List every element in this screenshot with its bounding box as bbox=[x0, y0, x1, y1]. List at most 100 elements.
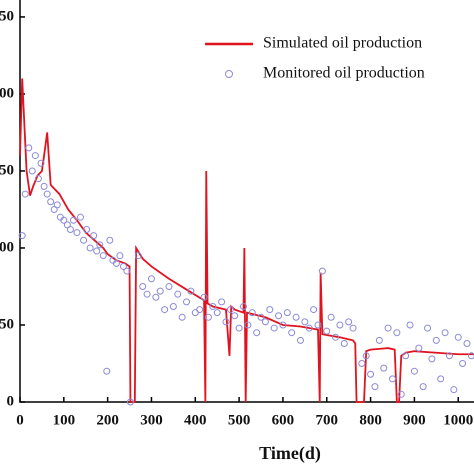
monitored-point bbox=[213, 309, 221, 317]
monitored-point bbox=[143, 290, 151, 298]
monitored-point bbox=[200, 293, 208, 301]
monitored-point bbox=[388, 375, 396, 383]
monitored-point bbox=[139, 282, 147, 290]
monitored-point bbox=[296, 336, 304, 344]
x-tick-label: 900 bbox=[403, 412, 426, 428]
monitored-point bbox=[314, 321, 322, 329]
monitored-point bbox=[53, 201, 61, 209]
monitored-point bbox=[424, 324, 432, 332]
monitored-point bbox=[165, 282, 173, 290]
monitored-point bbox=[126, 398, 134, 406]
monitored-point bbox=[235, 324, 243, 332]
x-tick-label: 300 bbox=[140, 412, 163, 428]
monitored-point bbox=[231, 312, 239, 320]
monitored-point bbox=[253, 329, 261, 337]
monitored-point bbox=[196, 306, 204, 314]
monitored-point bbox=[99, 252, 107, 260]
monitored-point bbox=[393, 329, 401, 337]
monitored-point bbox=[310, 306, 318, 314]
monitored-point bbox=[34, 175, 42, 183]
monitored-point bbox=[261, 318, 269, 326]
monitored-point bbox=[305, 324, 313, 332]
monitored-point bbox=[327, 313, 335, 321]
monitored-point bbox=[169, 303, 177, 311]
monitored-point bbox=[332, 333, 340, 341]
monitored-point bbox=[244, 321, 252, 329]
monitored-point bbox=[441, 329, 449, 337]
monitored-point bbox=[432, 336, 440, 344]
monitored-point bbox=[279, 321, 287, 329]
monitored-point bbox=[204, 313, 212, 321]
monitored-point bbox=[415, 344, 423, 352]
legend-label: Simulated oil production bbox=[263, 35, 422, 52]
monitored-point bbox=[239, 303, 247, 311]
monitored-point bbox=[283, 309, 291, 317]
monitored-point bbox=[419, 383, 427, 391]
monitored-point bbox=[301, 318, 309, 326]
monitored-point bbox=[106, 236, 114, 244]
y-tick-label: 250 bbox=[0, 8, 14, 24]
monitored-point bbox=[384, 324, 392, 332]
monitored-point bbox=[340, 339, 348, 347]
x-tick-label: 400 bbox=[184, 412, 207, 428]
monitored-point bbox=[83, 225, 91, 233]
y-tick-label: 100 bbox=[0, 239, 14, 255]
monitored-point bbox=[454, 333, 462, 341]
monitored-point bbox=[90, 232, 98, 240]
x-axis-label: Time(d) bbox=[259, 443, 321, 464]
legend-marker bbox=[225, 70, 233, 78]
monitored-point bbox=[60, 216, 68, 224]
monitored-point bbox=[292, 313, 300, 321]
monitored-point bbox=[40, 182, 48, 190]
monitored-point bbox=[275, 312, 283, 320]
monitored-point bbox=[66, 225, 74, 233]
y-tick-label: 150 bbox=[0, 162, 14, 178]
monitored-point bbox=[183, 298, 191, 306]
monitored-point bbox=[218, 298, 226, 306]
monitored-point bbox=[463, 339, 471, 347]
monitored-point bbox=[112, 259, 120, 267]
monitored-point bbox=[397, 390, 405, 398]
monitored-point bbox=[410, 367, 418, 375]
monitored-point bbox=[209, 303, 217, 311]
monitored-point bbox=[375, 336, 383, 344]
monitored-point bbox=[345, 318, 353, 326]
monitored-point bbox=[76, 213, 84, 221]
x-tick-label: 800 bbox=[359, 412, 382, 428]
x-tick-label: 600 bbox=[272, 412, 295, 428]
monitored-point bbox=[226, 306, 234, 314]
monitored-point bbox=[270, 324, 278, 332]
plot-frame bbox=[19, 0, 474, 403]
monitored-point bbox=[323, 327, 331, 335]
simulated-line bbox=[19, 78, 474, 403]
monitored-point bbox=[80, 236, 88, 244]
monitored-point bbox=[73, 229, 81, 237]
monitored-point bbox=[43, 190, 51, 198]
monitored-point bbox=[86, 244, 94, 252]
monitored-point bbox=[450, 386, 458, 394]
monitored-point bbox=[288, 329, 296, 337]
x-tick-label: 700 bbox=[316, 412, 339, 428]
monitored-point bbox=[147, 275, 155, 283]
monitored-point bbox=[191, 309, 199, 317]
monitored-point bbox=[187, 287, 195, 295]
monitored-point bbox=[358, 359, 366, 367]
monitored-point bbox=[349, 324, 357, 332]
monitored-point bbox=[318, 267, 326, 275]
monitored-point bbox=[152, 293, 160, 301]
monitored-point bbox=[336, 321, 344, 329]
monitored-point bbox=[93, 247, 101, 255]
monitored-point bbox=[367, 370, 375, 378]
monitored-point bbox=[103, 367, 111, 375]
monitored-point bbox=[21, 190, 29, 198]
monitored-point bbox=[380, 364, 388, 372]
monitored-point bbox=[123, 267, 131, 275]
monitored-point bbox=[18, 232, 26, 240]
x-tick-label: 200 bbox=[96, 412, 119, 428]
x-tick-label: 0 bbox=[16, 412, 24, 428]
monitored-point bbox=[467, 352, 474, 360]
monitored-point bbox=[428, 355, 436, 363]
monitored-point bbox=[161, 306, 169, 314]
y-tick-label: 50 bbox=[0, 316, 14, 332]
